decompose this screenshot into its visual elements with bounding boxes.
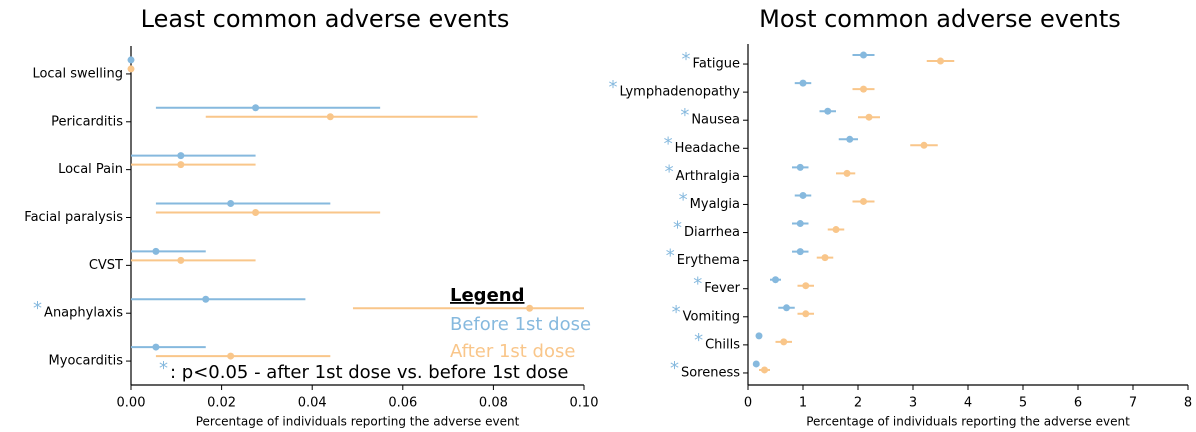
point: [177, 152, 185, 160]
x-tick-label: 0.10: [570, 396, 599, 411]
point: [860, 85, 867, 93]
point: [821, 254, 829, 262]
point: [772, 276, 779, 284]
x-tick-label: 0.06: [388, 396, 417, 411]
y-tick-label: Diarrhea: [684, 225, 740, 240]
point: [227, 200, 235, 207]
y-tick-label: Fever: [704, 281, 740, 296]
y-tick-label: Arthralgia: [676, 169, 740, 184]
x-tick-label: 0.00: [117, 396, 146, 411]
x-tick-label: 3: [909, 396, 917, 411]
y-tick-label: Soreness: [681, 365, 740, 380]
legend-marker: *: [159, 358, 168, 379]
point: [761, 366, 768, 374]
x-axis-label: Percentage of individuals reporting the …: [196, 415, 520, 429]
y-tick-label: Vomiting: [683, 309, 740, 324]
point: [783, 304, 790, 312]
point: [755, 332, 763, 340]
y-tick-label: Myalgia: [690, 197, 740, 212]
point: [832, 226, 840, 234]
chart-title: Most common adverse events: [759, 5, 1121, 33]
point: [752, 360, 760, 368]
y-tick-label: Myocarditis: [49, 354, 124, 369]
x-tick-label: 1: [799, 396, 807, 411]
legend-title: Legend: [450, 285, 524, 306]
significance-marker: *: [673, 218, 682, 239]
point: [252, 209, 260, 216]
y-tick-label: Facial paralysis: [24, 210, 123, 225]
significance-marker: *: [694, 330, 703, 351]
point: [846, 135, 854, 143]
x-tick-label: 0.04: [298, 396, 327, 411]
x-tick-label: 2: [854, 396, 862, 411]
y-tick-label: Fatigue: [693, 57, 740, 72]
point: [152, 247, 160, 255]
chart-title: Least common adverse events: [141, 5, 510, 33]
legend: Legend Before 1st dose After 1st dose *: p<…: [159, 285, 591, 383]
point: [227, 352, 235, 360]
y-tick-label: Local Pain: [58, 162, 123, 177]
point: [177, 256, 185, 264]
y-tick-label: Lymphadenopathy: [619, 85, 740, 100]
point: [202, 295, 210, 303]
x-tick-label: 4: [964, 396, 972, 411]
point: [796, 220, 804, 228]
point: [796, 248, 804, 256]
point: [843, 169, 851, 177]
significance-marker: *: [665, 161, 674, 182]
significance-marker: *: [666, 246, 675, 267]
point: [799, 79, 807, 87]
x-tick-label: 7: [1129, 396, 1137, 411]
y-tick-label: Local swelling: [32, 66, 123, 81]
significance-marker: *: [608, 77, 617, 98]
point: [802, 282, 810, 290]
x-tick-label: 8: [1184, 396, 1192, 411]
point: [865, 113, 873, 121]
y-tick-label: Erythema: [677, 253, 740, 268]
legend-entry: Before 1st dose: [450, 314, 591, 335]
x-tick-label: 0.02: [207, 396, 236, 411]
significance-marker: *: [693, 274, 702, 295]
x-tick-label: 6: [1074, 396, 1082, 411]
point: [252, 104, 260, 112]
point: [152, 343, 160, 351]
point: [526, 304, 534, 312]
significance-marker: *: [33, 298, 42, 319]
significance-marker: *: [679, 189, 688, 210]
significance-marker: *: [672, 302, 681, 323]
point: [860, 197, 867, 205]
significance-marker: *: [670, 358, 679, 379]
point: [177, 161, 185, 169]
point: [860, 51, 867, 59]
legend-entry: After 1st dose: [450, 341, 575, 362]
x-tick-label: 0.08: [479, 396, 508, 411]
point: [802, 310, 810, 318]
point: [824, 107, 832, 115]
x-tick-label: 0: [744, 396, 752, 411]
y-tick-label: Headache: [675, 141, 740, 156]
significance-marker: *: [680, 105, 689, 126]
point: [796, 163, 804, 171]
significance-marker: *: [664, 133, 673, 154]
x-axis-label: Percentage of individuals reporting the …: [806, 415, 1130, 429]
point: [127, 65, 135, 73]
legend-note: : p<0.05 - after 1st dose vs. before 1st…: [170, 362, 568, 383]
point: [326, 113, 334, 121]
point: [799, 191, 807, 199]
point: [937, 57, 944, 65]
significance-marker: *: [682, 49, 691, 70]
point: [780, 338, 788, 346]
y-tick-label: Nausea: [691, 113, 740, 128]
y-tick-label: Pericarditis: [51, 114, 123, 129]
y-tick-label: Chills: [705, 337, 740, 352]
y-tick-label: CVST: [89, 258, 123, 273]
y-tick-label: Anaphylaxis: [44, 306, 123, 321]
point: [127, 56, 135, 64]
x-tick-label: 5: [1019, 396, 1027, 411]
point: [920, 141, 928, 149]
